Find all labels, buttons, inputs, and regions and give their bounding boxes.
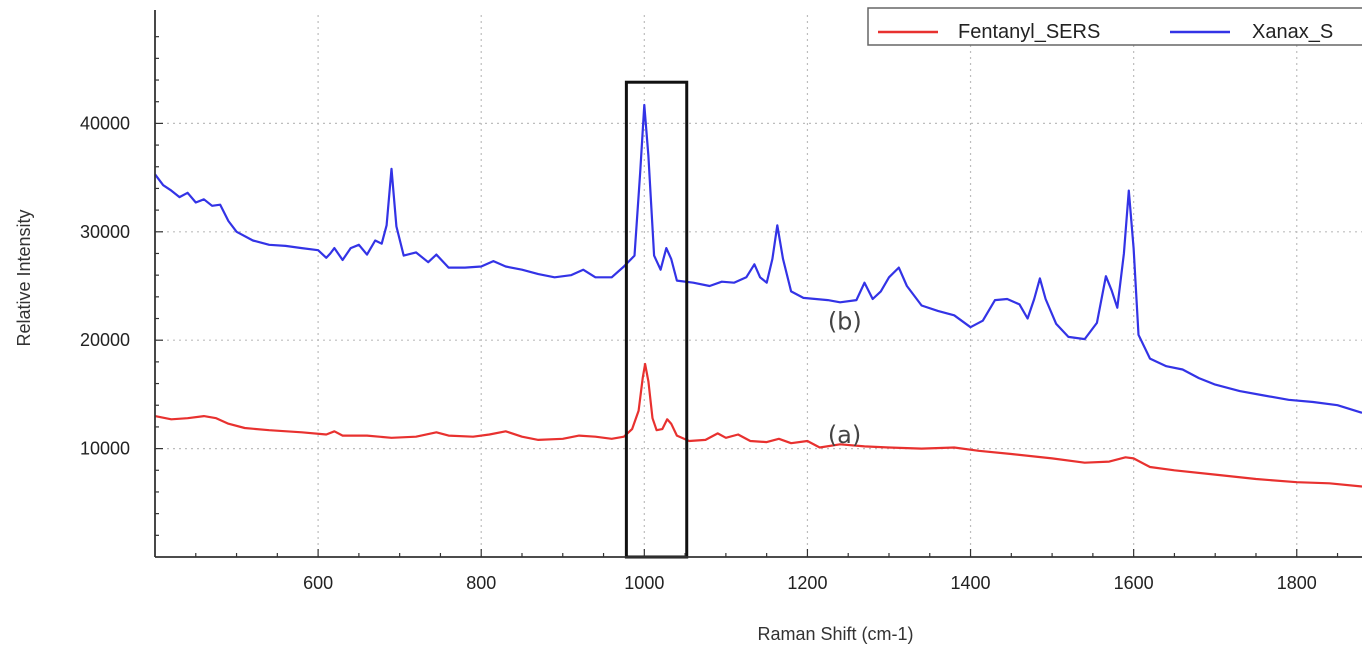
legend: Fentanyl_SERS Xanax_S	[867, 7, 1362, 46]
x-tick-label: 1800	[1277, 573, 1317, 593]
x-tick-label: 600	[303, 573, 333, 593]
axes	[154, 10, 1362, 558]
highlight-box	[624, 80, 689, 559]
annotation-b: (b)	[828, 307, 862, 335]
x-tick-label: 1400	[951, 573, 991, 593]
x-axis-label: Raman Shift (cm-1)	[757, 624, 913, 644]
y-tick-label: 10000	[80, 439, 130, 459]
series-line-1	[154, 103, 1362, 414]
x-tick-label: 1200	[787, 573, 827, 593]
x-tick-label: 1600	[1114, 573, 1154, 593]
y-axis-label: Relative Intensity	[14, 209, 34, 346]
grid-lines	[155, 15, 1362, 557]
y-tick-label: 30000	[80, 222, 130, 242]
y-tick-label: 20000	[80, 330, 130, 350]
x-tick-label: 800	[466, 573, 496, 593]
legend-box	[867, 7, 1362, 46]
tick-labels: 600 800 1000 1200 1400 1600 1800 10000 20000 3000…	[80, 113, 1317, 593]
x-tick-label: 1000	[624, 573, 664, 593]
annotation-a: (a)	[828, 421, 861, 449]
series-group	[154, 103, 1362, 488]
series-line-0	[154, 362, 1362, 488]
legend-label-fentanyl: Fentanyl_SERS	[958, 21, 1100, 43]
legend-label-xanax: Xanax_S	[1252, 21, 1333, 43]
y-tick-label: 40000	[80, 113, 130, 133]
